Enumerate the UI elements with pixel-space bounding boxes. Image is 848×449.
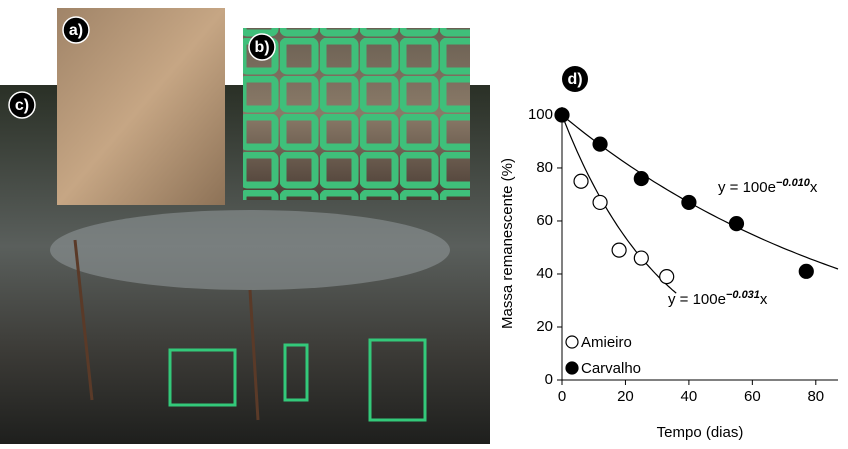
fit-curve bbox=[562, 115, 676, 293]
x-tick-label: 40 bbox=[681, 388, 698, 405]
legend-label: Amieiro bbox=[581, 334, 632, 351]
photo-b bbox=[243, 28, 470, 200]
x-tick-label: 80 bbox=[807, 388, 824, 405]
y-tick-label: 40 bbox=[536, 265, 553, 282]
y-tick-label: 20 bbox=[536, 318, 553, 335]
panel-label: a) bbox=[69, 22, 83, 39]
y-tick-label: 100 bbox=[528, 106, 553, 123]
point bbox=[634, 172, 648, 186]
panel-label: d) bbox=[567, 71, 582, 88]
point bbox=[593, 137, 607, 151]
x-axis-label: Tempo (dias) bbox=[657, 424, 744, 441]
point bbox=[634, 251, 648, 265]
fit-prefix: y = 100e bbox=[718, 179, 776, 196]
fit-var: x bbox=[760, 291, 768, 308]
point bbox=[799, 264, 813, 278]
panel-label: b) bbox=[254, 39, 269, 56]
fit-exponent: −0.010 bbox=[776, 177, 811, 189]
point bbox=[612, 243, 626, 257]
x-tick-label: 60 bbox=[744, 388, 761, 405]
legend-label: Carvalho bbox=[581, 360, 641, 377]
fit-exponent: −0.031 bbox=[726, 289, 760, 301]
y-axis-label: Massa remanescente (%) bbox=[499, 158, 516, 329]
point bbox=[660, 270, 674, 284]
point bbox=[682, 195, 696, 209]
y-tick-label: 60 bbox=[536, 212, 553, 229]
page: {"panels": ["a)", "b)", "c)"], "chart_da… bbox=[0, 0, 848, 444]
point bbox=[574, 174, 588, 188]
legend-marker bbox=[566, 362, 578, 374]
fit-equation: y = 100e−0.010x bbox=[718, 177, 818, 196]
y-tick-label: 0 bbox=[545, 371, 553, 388]
figure: a) b) c) d) 0 20 40 60 80 100 0 20 40 60 80 Tempo (dia… bbox=[0, 0, 848, 444]
point bbox=[593, 195, 607, 209]
x-tick-label: 20 bbox=[617, 388, 634, 405]
fit-equation: y = 100e−0.031x bbox=[668, 289, 768, 308]
x-tick-label: 0 bbox=[558, 388, 566, 405]
point bbox=[729, 217, 743, 231]
point bbox=[555, 108, 569, 122]
y-tick-label: 80 bbox=[536, 159, 553, 176]
legend-marker bbox=[566, 336, 578, 348]
fit-prefix: y = 100e bbox=[668, 291, 726, 308]
fit-var: x bbox=[810, 179, 818, 196]
panel-label: c) bbox=[15, 97, 29, 114]
